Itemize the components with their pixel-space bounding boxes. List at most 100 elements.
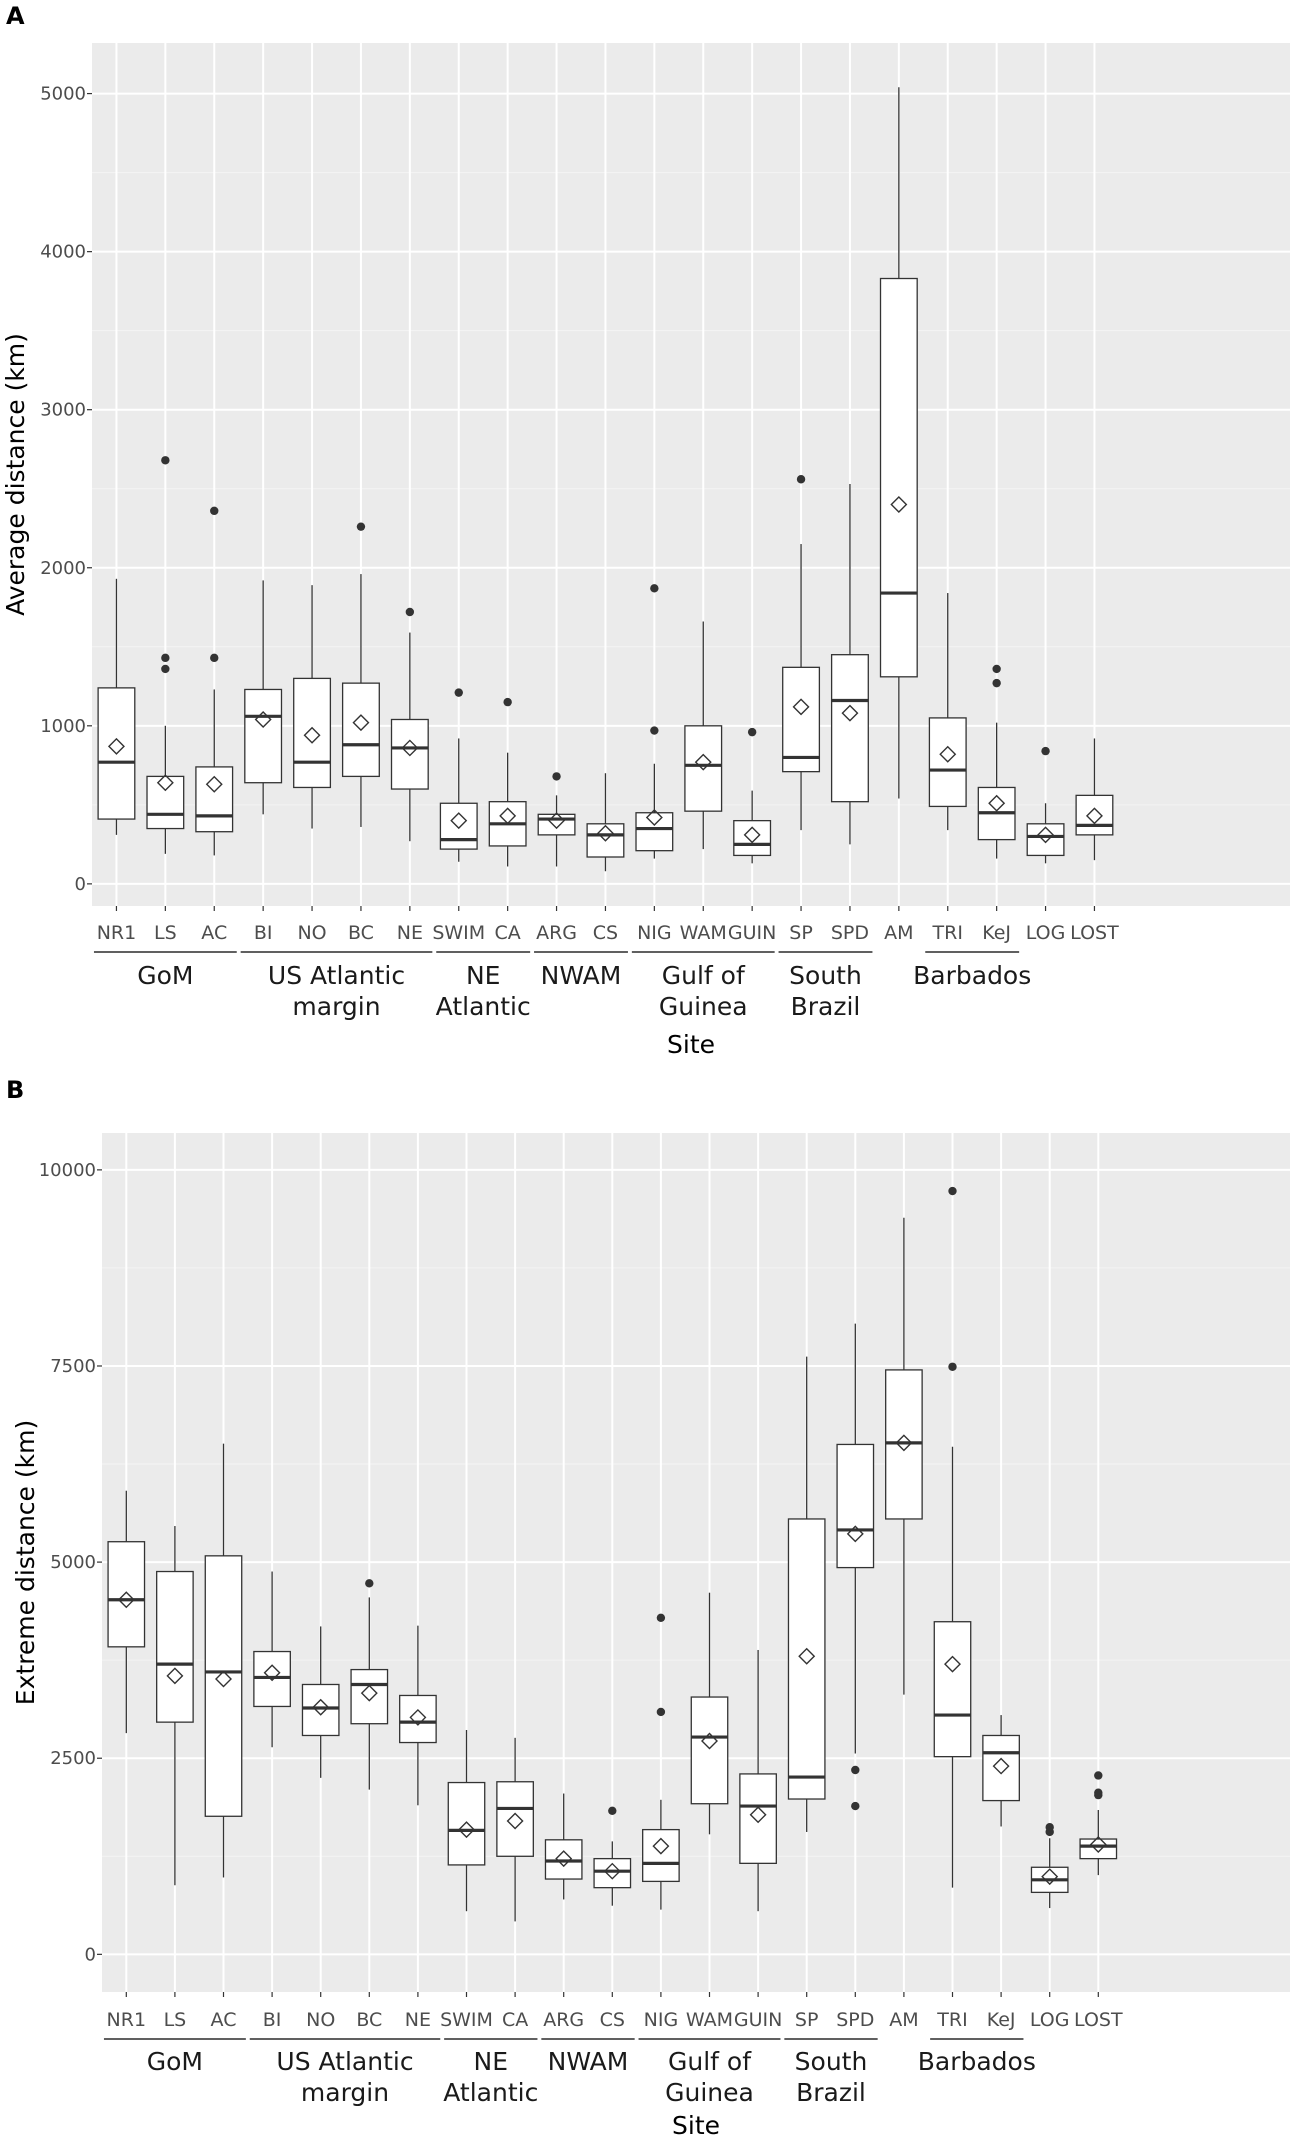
outlier-point [1041,746,1050,756]
iqr-box [690,1696,729,1805]
panel-b-x-axis: NR1 LS AC BI NO BC NE SWIM CA ARG CS NIG WAM GUIN SP SP… [107,1992,1123,2031]
x-tick-label: GUIN [728,922,776,944]
outlier-point [747,727,757,737]
mean-marker [939,745,957,763]
box-log [1026,746,1065,864]
iqr-box [733,819,772,857]
iqr-box [982,1734,1020,1802]
iqr-box [593,1857,632,1889]
mean-marker [895,1434,913,1452]
box-guin [739,1649,777,1912]
outlier-point [210,653,219,663]
group-label: margin [301,2078,389,2107]
group-label: margin [292,992,380,1021]
x-tick-label: WAM [686,2009,733,2031]
box-ca [496,1737,534,1922]
y-tick-label: 5000 [40,84,86,105]
mean-marker [652,1837,670,1855]
mean-marker [890,496,908,514]
iqr-box [787,1518,826,1800]
iqr-box [301,1683,340,1737]
x-tick-label: SP [795,2009,819,2031]
mean-marker [166,1667,184,1685]
outlier-point [161,653,170,663]
mean-marker [749,1806,767,1824]
outlier-point [656,1707,666,1717]
mean-marker [555,1850,573,1868]
box-nig [635,584,674,859]
box-ne [399,1625,437,1806]
box-bc [350,1579,389,1790]
box-nr1 [107,1490,146,1734]
mean-marker [303,726,321,744]
box-spd [836,1323,875,1811]
x-tick-label: LOST [1074,2009,1123,2031]
group-label: Barbados [913,961,1031,990]
mean-marker [254,711,272,728]
group-label: Atlantic [436,992,531,1021]
mean-marker [215,1670,232,1688]
box-lost [1079,1771,1118,1876]
outlier-point [656,1613,666,1623]
box-sp [782,475,821,831]
x-tick-label: TRI [932,922,963,944]
x-tick-label: ARG [536,922,577,944]
box-bi [253,1571,291,1748]
box-ne [390,607,429,842]
outlier-point [992,664,1001,674]
x-tick-label: SP [789,922,813,944]
iqr-box [739,1773,777,1864]
box-am [879,87,918,799]
iqr-box [496,1781,534,1857]
x-tick-label: NR1 [97,922,137,944]
group-label: Atlantic [443,2078,538,2107]
x-tick-label: CA [495,922,521,944]
mean-marker [701,1732,718,1750]
outlier-point [851,1801,860,1811]
x-tick-label: NO [297,922,326,944]
mean-marker [603,1862,621,1880]
y-tick-label: 10000 [39,1160,96,1181]
box-tri [928,593,967,831]
outlier-point [356,522,366,531]
box-am [885,1217,923,1695]
mean-marker [450,812,468,830]
box-no [301,1626,340,1778]
box-arg [537,772,576,867]
box-tri [933,1186,972,1888]
outlier-point [992,678,1001,688]
mean-marker [117,1591,135,1609]
y-tick-label: 2500 [50,1748,96,1769]
group-label: Gulf of [668,2047,752,2076]
iqr-box [635,812,674,852]
box-swim [447,1729,486,1912]
x-tick-label: LS [154,922,177,944]
x-tick-label: CS [600,2009,625,2031]
mean-marker [312,1698,330,1716]
mean-marker [798,1647,816,1665]
outlier-point [851,1765,860,1775]
x-tick-label: CS [593,922,618,944]
mean-marker [263,1664,281,1682]
y-tick-label: 2000 [40,558,86,579]
mean-marker [846,1525,864,1543]
group-label: Brazil [791,992,861,1021]
mean-marker [548,812,566,830]
group-label: Barbados [918,2047,1036,2076]
outlier-point [161,664,170,674]
outlier-point [210,506,219,516]
mean-marker [792,698,810,716]
group-gom: GoM [103,2038,246,2076]
outlier-point [503,697,512,707]
iqr-box [390,718,429,790]
outlier-point [405,607,415,617]
mean-marker [499,807,517,825]
outlier-point [1094,1788,1103,1797]
iqr-box [879,277,918,678]
